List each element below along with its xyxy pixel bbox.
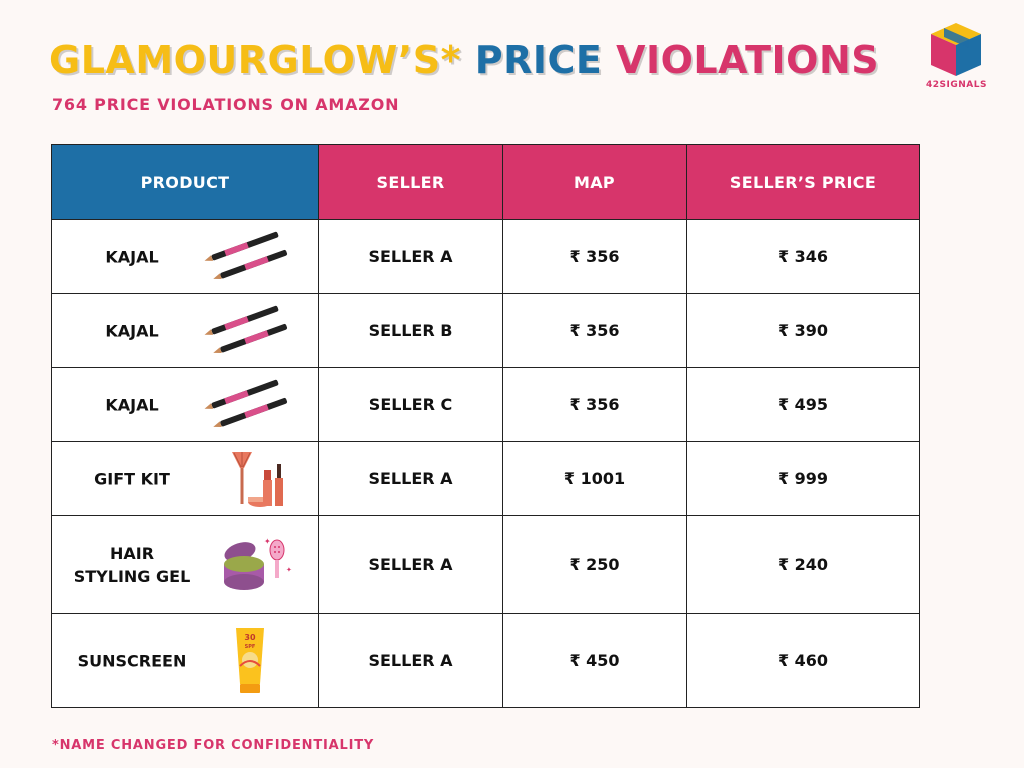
seller-cell: SELLER A <box>318 441 503 516</box>
table-row: HAIR STYLING GEL ✦ ✦ SELLER A ₹ 250 ₹ <box>51 515 920 614</box>
product-name: KAJAL <box>105 395 159 414</box>
sellers-price-cell: ₹ 240 <box>686 515 920 614</box>
title-brand: GLAMOURGLOW’S* <box>49 38 461 82</box>
table-row: KAJAL SELLER A ₹ 356 ₹ 346 <box>51 219 920 294</box>
footnote: *NAME CHANGED FOR CONFIDENTIALITY <box>52 738 375 753</box>
table-row: SUNSCREEN 30 SPF SELLER A ₹ 450 ₹ 460 <box>51 613 920 708</box>
page-title: GLAMOURGLOW’S* PRICE VIOLATIONS <box>49 38 879 82</box>
title-violations: VIOLATIONS <box>616 38 880 82</box>
table-row: KAJAL SELLER B ₹ 356 ₹ 390 <box>51 293 920 368</box>
seller-cell: SELLER A <box>318 613 503 708</box>
seller-cell: SELLER A <box>318 515 503 614</box>
seller-cell: SELLER B <box>318 293 503 368</box>
table-row: KAJAL SELLER C ₹ 356 ₹ 495 <box>51 367 920 442</box>
seller-cell: SELLER A <box>318 219 503 294</box>
sellers-price-cell: ₹ 460 <box>686 613 920 708</box>
page-subtitle: 764 PRICE VIOLATIONS ON AMAZON <box>52 95 400 114</box>
map-cell: ₹ 356 <box>502 367 687 442</box>
product-name: HAIR STYLING GEL <box>73 543 191 586</box>
map-cell: ₹ 1001 <box>502 441 687 516</box>
product-cell: KAJAL <box>51 219 319 294</box>
kajal-pencils-icon <box>204 305 288 353</box>
product-name: SUNSCREEN <box>77 651 187 670</box>
price-violations-table: PRODUCT SELLER MAP SELLER’S PRICE KAJAL <box>51 144 920 708</box>
table-row: GIFT KIT SELLER A ₹ 1001 ₹ 999 <box>51 441 920 516</box>
table-header-row: PRODUCT SELLER MAP SELLER’S PRICE <box>51 144 920 220</box>
header-map: MAP <box>502 144 687 220</box>
product-cell: KAJAL <box>51 293 319 368</box>
svg-text:SPF: SPF <box>245 644 256 650</box>
sellers-price-cell: ₹ 346 <box>686 219 920 294</box>
map-cell: ₹ 450 <box>502 613 687 708</box>
makeup-kit-icon <box>232 451 283 507</box>
kajal-pencils-icon <box>204 231 288 279</box>
cube-logo-icon <box>931 23 981 76</box>
logo-text: 42SIGNALS <box>926 80 987 90</box>
svg-text:✦: ✦ <box>286 566 292 574</box>
product-name: GIFT KIT <box>94 469 170 488</box>
sellers-price-cell: ₹ 390 <box>686 293 920 368</box>
product-name: KAJAL <box>105 247 159 266</box>
hair-gel-jar-icon: ✦ ✦ <box>224 537 292 590</box>
map-cell: ₹ 356 <box>502 293 687 368</box>
product-cell: KAJAL <box>51 367 319 442</box>
map-cell: ₹ 356 <box>502 219 687 294</box>
header-product: PRODUCT <box>51 144 319 220</box>
brand-logo: 42SIGNALS <box>926 18 986 98</box>
sellers-price-cell: ₹ 495 <box>686 367 920 442</box>
header-sellers-price: SELLER’S PRICE <box>686 144 920 220</box>
sellers-price-cell: ₹ 999 <box>686 441 920 516</box>
sunscreen-tube-icon: 30 SPF <box>236 627 264 693</box>
kajal-pencils-icon <box>204 379 288 427</box>
seller-cell: SELLER C <box>318 367 503 442</box>
svg-text:✦: ✦ <box>264 537 271 546</box>
product-name: KAJAL <box>105 321 159 340</box>
header-seller: SELLER <box>318 144 503 220</box>
title-price: PRICE <box>474 38 603 82</box>
product-cell: HAIR STYLING GEL ✦ ✦ <box>51 515 319 614</box>
svg-text:30: 30 <box>244 633 256 642</box>
product-cell: GIFT KIT <box>51 441 319 516</box>
product-cell: SUNSCREEN 30 SPF <box>51 613 319 708</box>
map-cell: ₹ 250 <box>502 515 687 614</box>
